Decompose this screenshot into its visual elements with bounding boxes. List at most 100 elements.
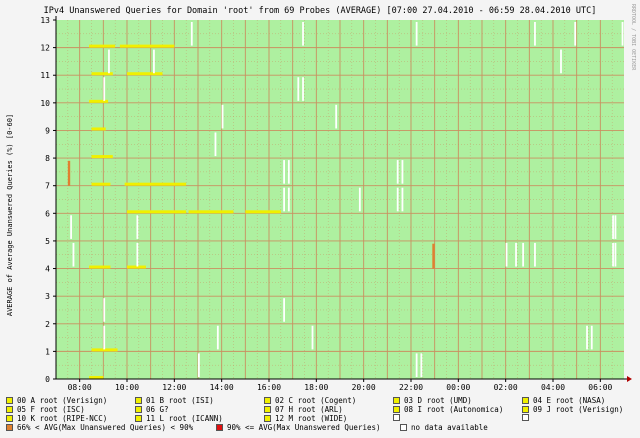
no-data-mark xyxy=(614,242,617,267)
y-tick-label: 13 xyxy=(40,16,50,25)
segment-66-90 xyxy=(91,127,106,131)
legend-item: 02 C root (Cogent) xyxy=(264,396,356,405)
no-data-mark xyxy=(586,325,588,350)
x-tick-label: 18:00 xyxy=(304,383,328,392)
legend-item: 07 H root (ARL) xyxy=(264,405,343,414)
segment-66-90 xyxy=(91,155,113,159)
legend-swatch xyxy=(522,406,529,413)
legend-item: 04 E root (NASA) xyxy=(522,396,605,405)
segment-66-90 xyxy=(119,44,175,48)
no-data-mark xyxy=(221,104,224,129)
y-tick-label: 7 xyxy=(45,182,50,191)
no-data-mark xyxy=(420,353,423,377)
no-data-mark xyxy=(136,242,139,267)
segment-66-90 xyxy=(127,72,163,76)
no-data-mark xyxy=(297,77,300,101)
no-data-mark xyxy=(198,353,200,377)
segment-66-90 xyxy=(91,348,118,352)
y-tick-label: 9 xyxy=(45,126,50,135)
segment-66-90 xyxy=(89,265,111,269)
legend-item: 08 I root (Autonomica) xyxy=(393,405,503,414)
legend-swatch xyxy=(264,397,271,404)
no-data-mark xyxy=(103,77,106,101)
no-data-mark xyxy=(214,132,217,157)
no-data-mark xyxy=(287,187,290,212)
y-tick-label: 6 xyxy=(45,209,50,218)
legend-label: 03 D root (UMD) xyxy=(404,396,472,405)
segment-66-90 xyxy=(91,182,111,186)
legend-label: 12 M root (WIDE) xyxy=(275,414,348,423)
no-data-mark xyxy=(505,242,508,267)
no-data-mark xyxy=(190,22,193,46)
segment-66-90 xyxy=(127,265,146,269)
y-tick-label: 1 xyxy=(45,347,50,356)
no-data-mark xyxy=(358,187,361,212)
no-data-mark xyxy=(401,160,404,184)
no-data-mark xyxy=(108,49,110,74)
no-data-mark xyxy=(534,242,536,267)
no-data-mark xyxy=(612,215,614,239)
no-data-mark xyxy=(216,325,219,350)
y-axis-label: AVERAGE of Average Unanswered Queries (%… xyxy=(6,114,14,316)
no-data-mark xyxy=(302,22,304,46)
y-tick-label: 4 xyxy=(45,265,50,274)
no-data-mark xyxy=(70,215,72,239)
x-tick-label: 10:00 xyxy=(115,383,139,392)
no-data-mark xyxy=(614,215,617,239)
x-tick-label: 02:00 xyxy=(494,383,518,392)
y-tick-label: 12 xyxy=(40,44,50,53)
y-tick-label: 5 xyxy=(45,237,50,246)
segment-orange xyxy=(67,160,71,186)
legend-item: 03 D root (UMD) xyxy=(393,396,472,405)
legend-swatch xyxy=(393,397,400,404)
no-data-mark xyxy=(396,187,399,212)
legend-item: 10 K root (RIPE-NCC) xyxy=(6,414,107,423)
no-data-mark xyxy=(534,22,536,46)
no-data-mark xyxy=(515,242,517,267)
legend-swatch xyxy=(135,415,142,422)
segment-66-90 xyxy=(245,210,281,214)
no-data-mark xyxy=(72,242,75,267)
legend-item: 12 M root (WIDE) xyxy=(264,414,347,423)
x-tick-label: 04:00 xyxy=(541,383,565,392)
legend-label: 07 H root (ARL) xyxy=(275,405,343,414)
legend-item: 66% < AVG(Max Unanswered Queries) < 90% xyxy=(6,423,193,432)
legend-swatch xyxy=(393,414,400,421)
legend-label: 11 L root (ICANN) xyxy=(146,414,223,423)
legend: 00 A root (Verisign) 01 B root (ISI) 02 C … xyxy=(0,395,640,438)
no-data-mark xyxy=(136,215,139,239)
legend-swatch xyxy=(216,424,223,431)
no-data-mark xyxy=(103,298,106,322)
no-data-mark xyxy=(574,22,577,46)
y-tick-label: 0 xyxy=(45,375,50,384)
no-data-mark xyxy=(153,49,155,74)
legend-swatch xyxy=(6,415,13,422)
no-data-mark xyxy=(283,160,285,184)
legend-swatch xyxy=(6,424,13,431)
y-tick-label: 10 xyxy=(40,99,50,108)
legend-label: 04 E root (NASA) xyxy=(533,396,606,405)
no-data-mark xyxy=(415,353,418,377)
no-data-mark xyxy=(621,22,624,46)
no-data-mark xyxy=(522,242,525,267)
legend-item: 11 L root (ICANN) xyxy=(135,414,223,423)
no-data-mark xyxy=(590,325,593,350)
no-data-mark xyxy=(283,298,285,322)
segment-66-90 xyxy=(124,182,187,186)
no-data-mark xyxy=(311,325,314,350)
legend-label: 02 C root (Cogent) xyxy=(275,396,357,405)
legend-item: 05 F root (ISC) xyxy=(6,405,85,414)
legend-item: no data available xyxy=(400,423,488,432)
chart-svg: IPv4 Unanswered Queries for Domain 'root… xyxy=(6,4,636,392)
x-tick-label: 08:00 xyxy=(68,383,92,392)
legend-label: 08 I root (Autonomica) xyxy=(404,405,504,414)
legend-item: 09 J root (Verisign) xyxy=(522,405,623,414)
legend-label: 06 G? xyxy=(146,405,169,414)
x-tick-label: 00:00 xyxy=(446,383,470,392)
legend-label: 66% < AVG(Max Unanswered Queries) < 90% xyxy=(17,423,194,432)
legend-label: 09 J root (Verisign) xyxy=(533,405,624,414)
no-data-mark xyxy=(401,187,404,212)
no-data-mark xyxy=(287,160,290,184)
legend-swatch xyxy=(264,406,271,413)
legend-label: no data available xyxy=(411,423,488,432)
